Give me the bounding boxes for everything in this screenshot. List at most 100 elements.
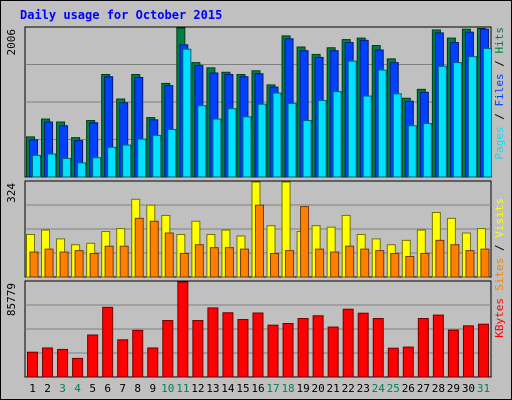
bar-sites-day-9 <box>149 220 159 278</box>
bar-kbytes-day-19 <box>297 318 309 378</box>
bar-kbytes-day-20 <box>312 315 324 378</box>
bar-pages-day-5 <box>92 157 102 178</box>
x-label-day-24: 24 <box>372 382 386 395</box>
bar-pages-day-11 <box>182 48 192 178</box>
bar-pages-day-28 <box>437 65 447 178</box>
legend-top: Pages / Files / Hits <box>493 27 506 160</box>
bar-kbytes-day-10 <box>162 320 174 378</box>
bar-kbytes-day-1 <box>27 351 38 378</box>
bar-kbytes-day-21 <box>327 326 339 378</box>
bar-pages-day-21 <box>332 91 342 178</box>
x-label-day-2: 2 <box>44 382 51 395</box>
bar-kbytes-day-8 <box>132 329 144 378</box>
bar-sites-day-3 <box>59 251 69 278</box>
bar-pages-day-10 <box>167 128 177 178</box>
bar-pages-day-23 <box>362 95 372 178</box>
bar-sites-day-28 <box>435 239 445 278</box>
bar-kbytes-day-25 <box>387 347 399 378</box>
bar-sites-day-2 <box>44 248 54 278</box>
bar-kbytes-day-23 <box>357 312 369 378</box>
x-label-day-21: 21 <box>327 382 340 395</box>
bar-sites-day-21 <box>330 251 340 278</box>
bar-sites-day-20 <box>315 248 325 278</box>
bar-sites-day-11 <box>179 253 189 278</box>
bar-kbytes-day-12 <box>192 320 204 378</box>
bar-sites-day-16 <box>254 204 264 278</box>
x-label-day-10: 10 <box>161 382 174 395</box>
bar-pages-day-9 <box>152 134 162 178</box>
x-label-day-11: 11 <box>176 382 189 395</box>
x-label-day-6: 6 <box>104 382 111 395</box>
x-label-day-22: 22 <box>342 382 355 395</box>
bar-sites-day-25 <box>390 253 400 278</box>
bar-sites-day-15 <box>239 248 249 278</box>
bar-pages-day-3 <box>62 157 72 178</box>
bar-pages-day-7 <box>122 144 132 178</box>
bar-sites-day-26 <box>405 255 415 278</box>
bar-sites-day-1 <box>29 251 39 278</box>
x-label-day-15: 15 <box>236 382 249 395</box>
bar-sites-day-31 <box>480 248 490 278</box>
legend-item: Visits <box>493 198 506 238</box>
legend-bottom: KBytes <box>493 298 506 338</box>
x-label-day-13: 13 <box>206 382 219 395</box>
legend-item: / <box>493 107 506 127</box>
bar-kbytes-day-14 <box>222 312 234 378</box>
x-label-day-9: 9 <box>149 382 156 395</box>
panel-sites-visits: 324 <box>5 180 492 278</box>
x-label-day-7: 7 <box>119 382 126 395</box>
bar-kbytes-day-17 <box>267 324 279 378</box>
chart-panels: 2006 324 85779 <box>5 26 492 378</box>
bar-kbytes-day-7 <box>117 339 129 378</box>
bar-kbytes-day-13 <box>207 307 219 378</box>
bar-sites-day-19 <box>300 206 310 278</box>
bar-sites-day-6 <box>104 245 114 278</box>
x-label-day-23: 23 <box>357 382 370 395</box>
bar-kbytes-day-31 <box>477 323 489 378</box>
bar-kbytes-day-2 <box>42 347 54 378</box>
x-label-day-12: 12 <box>191 382 204 395</box>
legend-item: / <box>493 54 506 74</box>
bar-sites-day-13 <box>209 247 219 278</box>
bar-pages-day-20 <box>317 99 327 178</box>
bar-pages-day-6 <box>107 146 117 178</box>
bar-kbytes-day-26 <box>402 346 414 378</box>
bar-pages-day-4 <box>77 162 87 178</box>
y-max-label: 85779 <box>5 283 18 316</box>
x-label-day-19: 19 <box>296 382 309 395</box>
bar-pages-day-24 <box>377 69 387 178</box>
x-label-day-29: 29 <box>447 382 460 395</box>
bar-kbytes-day-28 <box>432 314 444 378</box>
x-label-day-30: 30 <box>462 382 475 395</box>
bar-kbytes-day-4 <box>72 357 84 378</box>
bar-sites-day-12 <box>194 244 204 278</box>
x-label-day-8: 8 <box>134 382 141 395</box>
bar-pages-day-22 <box>347 60 357 178</box>
bar-pages-day-17 <box>272 92 282 178</box>
x-label-day-14: 14 <box>221 382 235 395</box>
bar-kbytes-day-15 <box>237 319 249 378</box>
x-axis-day-labels: 1 2 3 4 5 6 7 8 9 10 11 12 13 14 15 16 17 18 19 20 21 22 23 24 2… <box>29 382 490 395</box>
y-max-label: 2006 <box>5 29 18 56</box>
x-label-day-3: 3 <box>59 382 66 395</box>
bar-kbytes-day-5 <box>87 334 99 378</box>
bar-pages-day-8 <box>137 138 147 178</box>
bar-pages-day-12 <box>197 105 207 178</box>
x-label-day-16: 16 <box>251 382 264 395</box>
legend-item: Hits <box>493 27 506 54</box>
bar-sites-day-10 <box>164 232 174 278</box>
bar-kbytes-day-22 <box>342 308 354 378</box>
bar-kbytes-day-3 <box>57 348 69 378</box>
bar-pages-day-30 <box>467 56 477 178</box>
bar-kbytes-day-16 <box>252 312 264 378</box>
bar-sites-day-14 <box>224 247 234 278</box>
bar-sites-day-18 <box>285 250 295 278</box>
x-label-day-31: 31 <box>477 382 490 395</box>
bar-sites-day-30 <box>465 250 475 278</box>
x-label-day-1: 1 <box>29 382 36 395</box>
bar-sites-day-24 <box>375 250 385 278</box>
y-max-label: 324 <box>5 183 18 203</box>
right-legends: Pages / Files / Hits Sites / Visits KBytes <box>493 27 506 338</box>
x-label-day-18: 18 <box>281 382 294 395</box>
